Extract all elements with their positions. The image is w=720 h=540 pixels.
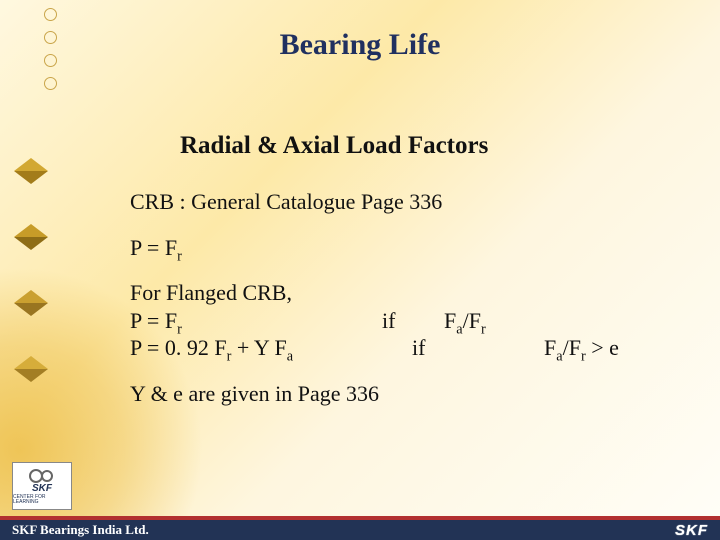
content-block: CRB : General Catalogue Page 336 P = Fr …: [130, 188, 690, 425]
decor-bullets: [14, 158, 48, 422]
diamond-icon: [14, 290, 48, 316]
formula-if: if: [382, 334, 482, 362]
badge-caption: CENTER FOR LEARNING: [13, 495, 71, 505]
formula-left: P = 0. 92 Fr + Y Fa: [130, 334, 360, 362]
diamond-icon: [14, 158, 48, 184]
flanged-heading: For Flanged CRB,: [130, 279, 690, 307]
footer-company: SKF Bearings India Ltd.: [12, 522, 149, 538]
formula-if: if: [382, 307, 422, 335]
formula-right: Fa/Fr: [444, 307, 690, 335]
y-e-reference: Y & e are given in Page 336: [130, 380, 690, 408]
badge-brand: SKF: [32, 484, 52, 494]
slide-title: Bearing Life: [0, 28, 720, 62]
equation-p-fr: P = Fr: [130, 234, 690, 262]
diamond-icon: [14, 224, 48, 250]
crb-reference: CRB : General Catalogue Page 336: [130, 188, 690, 216]
slide: Bearing Life Radial & Axial Load Factors…: [0, 0, 720, 540]
formula-right: Fa/Fr > e: [504, 334, 690, 362]
flanged-condition-2: P = 0. 92 Fr + Y Fa if Fa/Fr > e: [130, 334, 690, 362]
footer-bar: SKF Bearings India Ltd. SKF: [0, 516, 720, 540]
formula-left: P = Fr: [130, 307, 360, 335]
ring-icon: [44, 77, 57, 90]
footer-logo: SKF: [675, 522, 708, 539]
flanged-condition-1: P = Fr if Fa/Fr: [130, 307, 690, 335]
diamond-icon: [14, 356, 48, 382]
ring-icon: [44, 8, 57, 21]
gear-icon: [27, 468, 57, 484]
skf-learning-badge: SKF CENTER FOR LEARNING: [12, 462, 72, 510]
slide-subtitle: Radial & Axial Load Factors: [180, 132, 488, 160]
